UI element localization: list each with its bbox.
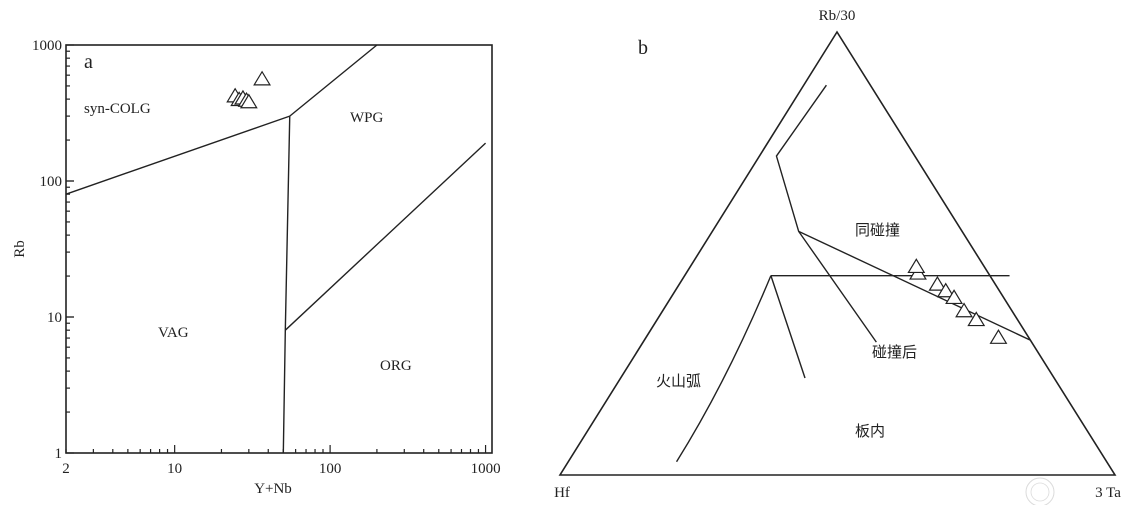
field-boundary-line [770, 275, 806, 379]
field-boundary-line [284, 142, 487, 331]
y-tick-label: 10 [47, 310, 62, 326]
sample-point-triangle [253, 70, 272, 86]
apex-label-right: 3 Ta [1095, 485, 1121, 501]
field-boundary-line [289, 44, 378, 117]
panel-a-x-axis-label: Y+Nb [254, 481, 292, 497]
x-tick-label: 100 [319, 461, 342, 477]
y-tick-label: 100 [40, 174, 63, 190]
field-boundary-line [798, 230, 1031, 341]
field-label-syn-collision: 同碰撞 [855, 221, 900, 239]
sample-point-triangle [928, 275, 947, 291]
sample-point-triangle [989, 329, 1008, 344]
x-tick-label: 10 [167, 461, 182, 477]
panel-a-data-points [226, 70, 272, 109]
panel-b-ternary-plot: b Rb/30 Hf 3 Ta 同碰撞 碰撞后 火山弧 板内 [554, 8, 1121, 501]
sample-point-triangle [239, 93, 258, 109]
watermark-seal [1025, 477, 1055, 505]
field-label-within-plate: 板内 [855, 422, 885, 440]
y-tick-label: 1000 [32, 38, 62, 54]
field-boundary-line [65, 115, 290, 195]
panel-b-data-points [907, 258, 1008, 344]
sample-point-triangle [945, 289, 963, 305]
field-label-syn-colg: syn-COLG [84, 101, 151, 117]
field-label-org: ORG [380, 358, 412, 374]
x-tick-label: 2 [62, 461, 70, 477]
field-label-wpg: WPG [350, 110, 384, 126]
apex-label-top: Rb/30 [819, 8, 856, 24]
panel-b-triangle [558, 30, 1117, 476]
panel-a-y-axis-label: Rb [12, 240, 28, 258]
sample-point-triangle [907, 258, 926, 274]
panel-a-field-boundaries [65, 44, 487, 454]
y-tick-label: 1 [55, 446, 63, 462]
sample-point-triangle [955, 302, 973, 318]
panel-a-frame [65, 44, 493, 454]
sample-point-triangle [936, 282, 955, 298]
panel-a-label: a [84, 51, 93, 73]
x-tick-label: 1000 [471, 461, 501, 477]
field-boundary-line [282, 116, 291, 454]
panel-a-ticks: 2 10 100 1000 1 10 100 1000 [32, 38, 501, 477]
field-label-vag: VAG [158, 325, 189, 341]
field-label-post-collision: 碰撞后 [872, 343, 917, 361]
field-boundary-line [775, 84, 877, 343]
field-label-volcanic-arc: 火山弧 [656, 372, 701, 390]
sample-point-triangle [967, 311, 986, 327]
apex-label-left: Hf [554, 485, 570, 501]
panel-b-field-boundaries [675, 84, 1031, 463]
panel-b-label: b [638, 37, 648, 59]
field-boundary-line [675, 275, 772, 463]
